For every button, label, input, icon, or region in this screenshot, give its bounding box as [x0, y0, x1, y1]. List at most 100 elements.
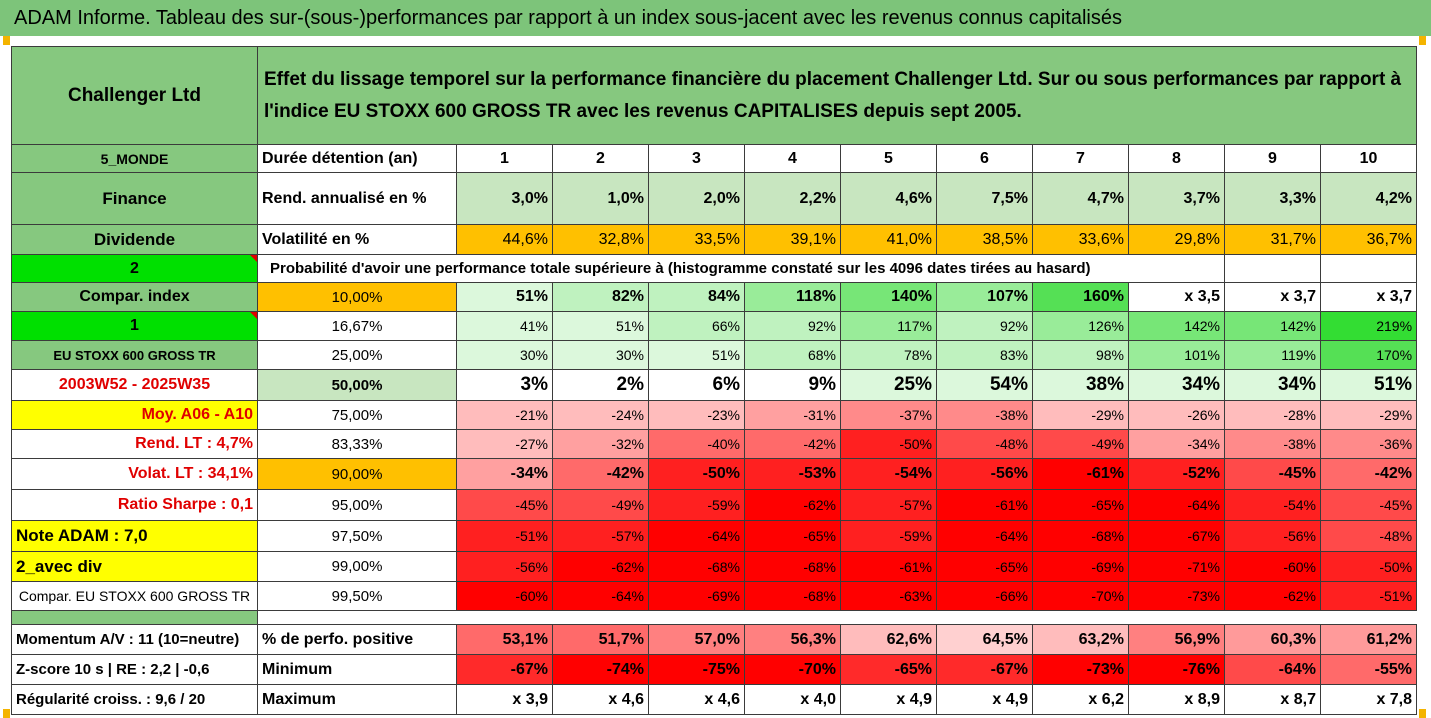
positive-value: 61,2%	[1319, 624, 1418, 655]
left-label: Ratio Sharpe : 0,1	[11, 489, 258, 521]
quantile-value: -68%	[744, 551, 841, 582]
quantile-value: 54%	[936, 369, 1033, 401]
quantile-value: 101%	[1128, 340, 1225, 370]
zscore-label: Z-score 10 s | RE : 2,2 | -0,6	[11, 654, 258, 685]
minimum-value: -75%	[648, 654, 745, 685]
duration-label: Durée détention (an)	[257, 144, 457, 173]
quantile-label: 83,33%	[257, 429, 457, 459]
quantile-label: 50,00%	[257, 369, 457, 401]
quantile-value: 126%	[1032, 311, 1129, 341]
year-header: 5	[840, 144, 937, 173]
vol-value: 44,6%	[456, 224, 553, 255]
vol-value: 41,0%	[840, 224, 937, 255]
quantile-value: -29%	[1319, 400, 1418, 430]
corner-marker	[3, 709, 10, 718]
quantile-value: 119%	[1224, 340, 1321, 370]
quantile-value: 92%	[744, 311, 841, 341]
quantile-row: Compar. EU STOXX 600 GROSS TR 99,50% -60% -…	[11, 581, 1418, 611]
quantile-value: x 3,7	[1224, 282, 1321, 312]
rend-value: 4,2%	[1319, 172, 1418, 225]
left-label: 2_avec div	[11, 551, 258, 582]
corner-marker	[1419, 709, 1426, 718]
quantile-value: -68%	[744, 581, 841, 611]
quantile-value: 98%	[1032, 340, 1129, 370]
quantile-value: 38%	[1032, 369, 1129, 401]
quantile-value: -62%	[1224, 581, 1321, 611]
quantile-value: -51%	[456, 520, 553, 552]
year-header: 3	[648, 144, 745, 173]
quantile-value: -64%	[552, 581, 649, 611]
quantile-label: 90,00%	[257, 458, 457, 490]
quantile-value: -60%	[456, 581, 553, 611]
year-header: 9	[1224, 144, 1321, 173]
maximum-value: x 4,6	[552, 684, 649, 715]
vol-value: 33,5%	[648, 224, 745, 255]
positive-row: Momentum A/V : 11 (10=neutre)% de perfo.…	[11, 624, 1418, 655]
quantile-value: 82%	[552, 282, 649, 312]
quantile-value: 117%	[840, 311, 937, 341]
quantile-value: -57%	[552, 520, 649, 552]
quantile-value: -69%	[1032, 551, 1129, 582]
quantile-value: 92%	[936, 311, 1033, 341]
left-label: Note ADAM : 7,0	[11, 520, 258, 552]
positive-value: 51,7%	[552, 624, 649, 655]
quantile-value: 83%	[936, 340, 1033, 370]
spacer-cell	[11, 610, 258, 625]
vol-row: Dividende Volatilité en % 44,6% 32,8% 33,5% 3…	[11, 224, 1418, 255]
rend-value: 2,0%	[648, 172, 745, 225]
year-header: 1	[456, 144, 553, 173]
quantile-label: 75,00%	[257, 400, 457, 430]
minimum-value: -67%	[456, 654, 553, 685]
rend-value: 3,0%	[456, 172, 553, 225]
quantile-value: -63%	[840, 581, 937, 611]
quantile-value: -54%	[840, 458, 937, 490]
quantile-value: -29%	[1032, 400, 1129, 430]
quantile-value: -56%	[1224, 520, 1321, 552]
positive-value: 63,2%	[1032, 624, 1129, 655]
region-label: 5_MONDE	[11, 144, 258, 173]
quantile-value: -38%	[936, 400, 1033, 430]
quantile-value: 9%	[744, 369, 841, 401]
positive-value: 64,5%	[936, 624, 1033, 655]
report-title: ADAM Informe. Tableau des sur-(sous-)per…	[0, 0, 1431, 36]
quantile-value: 118%	[744, 282, 841, 312]
quantile-value: -59%	[840, 520, 937, 552]
quantile-value: -62%	[744, 489, 841, 521]
minimum-value: -74%	[552, 654, 649, 685]
minimum-value: -76%	[1128, 654, 1225, 685]
quantile-value: -65%	[1032, 489, 1129, 521]
quantile-value: -51%	[1319, 581, 1418, 611]
minimum-value: -73%	[1032, 654, 1129, 685]
quantile-value: -54%	[1224, 489, 1321, 521]
positive-value: 56,9%	[1128, 624, 1225, 655]
quantile-value: 30%	[552, 340, 649, 370]
quantile-value: -37%	[840, 400, 937, 430]
quantile-value: -71%	[1128, 551, 1225, 582]
empty-cell	[1224, 254, 1321, 283]
year-header: 4	[744, 144, 841, 173]
performance-table: Challenger Ltd Effet du lissage temporel …	[11, 46, 1418, 715]
quantile-row: 2_avec div 99,00% -56% -62% -68% -68% -61% -65%…	[11, 551, 1418, 582]
positive-value: 53,1%	[456, 624, 553, 655]
vol-value: 29,8%	[1128, 224, 1225, 255]
quantile-row: Rend. LT : 4,7% 83,33% -27% -32% -40% -42% -50…	[11, 429, 1418, 459]
rend-value: 2,2%	[744, 172, 841, 225]
vol-value: 38,5%	[936, 224, 1033, 255]
left-label: Rend. LT : 4,7%	[11, 429, 258, 459]
prob-label: Probabilité d'avoir une performance tota…	[257, 254, 1225, 283]
quantile-value: -31%	[744, 400, 841, 430]
maximum-value: x 4,6	[648, 684, 745, 715]
left-label: Compar. index	[11, 282, 258, 312]
quantile-value: -38%	[1224, 429, 1321, 459]
prob-row: 2 Probabilité d'avoir une performance tot…	[11, 254, 1418, 283]
quantile-row: Volat. LT : 34,1% 90,00% -34% -42% -50% -53% -…	[11, 458, 1418, 490]
spacer-row	[11, 610, 1417, 625]
positive-value: 62,6%	[840, 624, 937, 655]
quantile-value: -61%	[1032, 458, 1129, 490]
quantile-value: -49%	[1032, 429, 1129, 459]
vol-value: 39,1%	[744, 224, 841, 255]
quantile-value: -64%	[936, 520, 1033, 552]
maximum-value: x 3,9	[456, 684, 553, 715]
quantile-value: -27%	[456, 429, 553, 459]
vol-value: 32,8%	[552, 224, 649, 255]
